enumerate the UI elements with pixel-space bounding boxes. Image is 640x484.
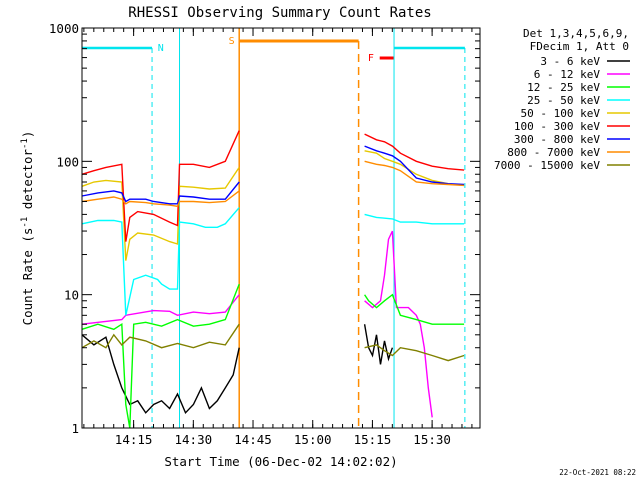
series-line-3-0 [81,207,240,316]
legend-header-line: Det 1,3,4,5,6,9, [523,27,629,40]
y-axis-label: Count Rate (s-1 detector-1) [20,131,35,326]
x-tick-label: 14:30 [175,432,213,447]
x-tick-label: 15:00 [294,432,332,447]
y-label-sup2: -1 [20,138,30,149]
series-line-7-0 [81,190,240,208]
legend-entry-label: 6 - 12 keV [534,68,601,81]
legend-entry-label: 50 - 100 keV [521,107,601,120]
legend-entry-label: 7000 - 15000 keV [494,159,600,172]
annotation-label-s: S [229,36,235,47]
series-line-4-0 [81,167,240,261]
legend-entry-label: 25 - 50 keV [527,94,600,107]
y-tick-label: 1 [71,421,79,436]
series-line-3-1 [364,213,465,225]
series-line-1-1 [364,230,433,418]
y-label-main: Count Rate (s [20,228,35,326]
y-label-sup1: -1 [20,217,30,228]
y-label-mid: detector [20,149,35,217]
chart-title: RHESSI Observing Summary Count Rates [128,5,431,21]
series-line-8-0 [81,323,240,349]
annotation-label-n: N [158,43,164,54]
series-line-2-1 [364,293,465,325]
legend-entry-label: 12 - 25 keV [527,81,600,94]
legend-entry-label: 3 - 6 keV [540,55,600,68]
x-axis-label: Start Time (06-Dec-02 14:02:02) [164,454,397,469]
series-line-0-0 [81,334,240,415]
x-tick-label: 15:15 [354,432,392,447]
legend-entry-label: 300 - 800 keV [514,133,600,146]
plot-frame [81,27,481,429]
x-tick-label: 14:45 [234,432,272,447]
series-line-6-0 [81,181,240,205]
y-tick-label: 100 [56,154,79,169]
x-tick-label: 14:15 [115,432,153,447]
series-line-5-1 [364,133,465,171]
series-line-8-1 [364,344,465,362]
series-line-1-0 [81,294,240,325]
x-tick-label: 15:30 [413,432,451,447]
annotation-label-f: F [368,53,374,64]
footer-date: 22-Oct-2021 08:22 [559,468,636,477]
series-line-5-0 [81,130,240,242]
legend-entry-label: 100 - 300 keV [514,120,600,133]
series-line-2-0 [81,283,240,429]
y-tick-label: 1000 [49,21,79,36]
y-label-end: ) [20,131,35,139]
series-line-0-1 [363,324,394,365]
series-line-6-1 [364,145,465,186]
series-line-7-1 [364,160,465,187]
y-tick-label: 10 [64,288,79,303]
legend-entry-label: 800 - 7000 keV [507,146,600,159]
legend-header-line: FDecim 1, Att 0 [530,40,629,53]
